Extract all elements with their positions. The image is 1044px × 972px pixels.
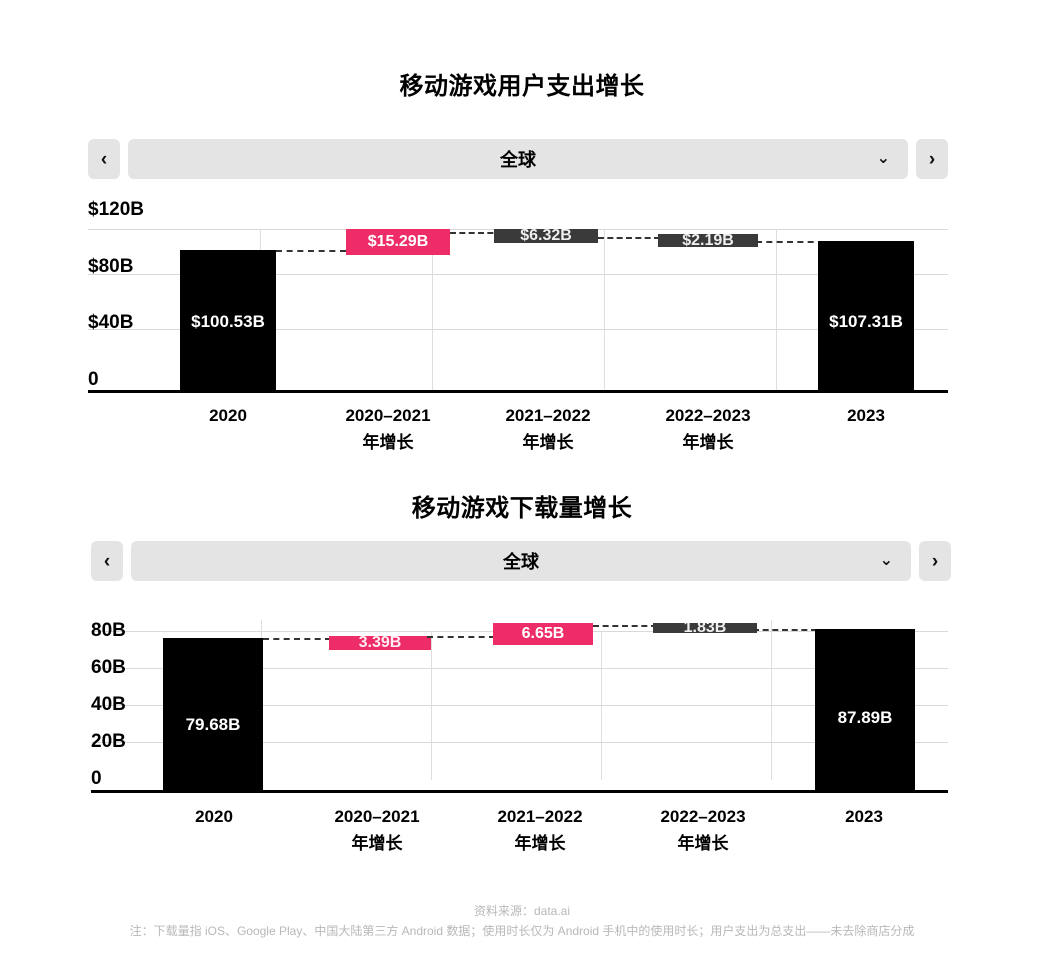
xtick-2020-2021-downloads: 2020–2021 年增长 [334, 807, 420, 854]
xtick-2023-spend: 2023 [847, 406, 885, 425]
region-dropdown-spend[interactable]: 全球 ⌄ [128, 139, 908, 179]
delta-2020-2021-label: $15.29B [367, 233, 429, 250]
chevron-right-icon: › [928, 148, 936, 170]
bar-2023-spend [818, 241, 914, 390]
chart-spend-plot: $120B $80B $40B 0 $100.53B $15.29B $6.32… [88, 196, 948, 400]
delta-2020-2021-label-dl: 3.39B [358, 636, 402, 650]
region-dropdown-value-downloads: 全球 [503, 552, 539, 572]
connector-3-dl [593, 625, 657, 627]
vgrid-4 [776, 229, 777, 392]
vgrid-3-dl [601, 631, 602, 780]
gridline-80 [88, 274, 948, 275]
chart-spend: $120B $80B $40B 0 $100.53B $15.29B $6.32… [88, 196, 948, 400]
bar-2020-downloads [163, 638, 263, 790]
chevron-right-icon: › [931, 550, 939, 572]
region-selector-downloads: ‹ 全球 ⌄ › [91, 541, 951, 581]
vgrid-2 [432, 229, 433, 392]
bar-value-2020-downloads: 79.68B [185, 715, 241, 734]
connector-2-dl [427, 636, 495, 638]
delta-2022-2023-label: $2.19B [682, 234, 734, 247]
connector-3-spend [598, 237, 660, 239]
delta-2020-2021-downloads: 3.39B [329, 636, 431, 650]
xtick-2021-2022-downloads: 2021–2022 年增长 [497, 807, 583, 854]
next-region-button-spend[interactable]: › [916, 139, 948, 179]
ytick-label-80-dl: 80B [91, 620, 126, 641]
connector-1-spend [276, 250, 346, 252]
connector-4-spend [756, 241, 824, 243]
xtick-2020-spend: 2020 [209, 406, 247, 425]
page-title-downloads: 移动游戏下载量增长 [411, 495, 633, 522]
delta-2021-2022-spend: $6.32B [494, 229, 598, 243]
chart-downloads-plot: 80B 60B 40B 20B 0 79.68B 3.39B 6.65B [91, 612, 948, 798]
xtick-2020-2021-spend: 2020–2021 年增长 [345, 406, 431, 453]
ytick-label-40-dl: 40B [91, 694, 126, 715]
region-dropdown-downloads[interactable]: 全球 ⌄ [131, 541, 911, 581]
x-axis-line-downloads [91, 790, 948, 793]
vgrid-4-dl [771, 620, 772, 780]
footer-source: 资料来源：data.ai [473, 904, 571, 918]
next-region-button-downloads[interactable]: › [919, 541, 951, 581]
delta-2021-2022-downloads: 6.65B [493, 623, 593, 645]
ytick-label-60-dl: 60B [91, 657, 126, 678]
xtick-2020-downloads: 2020 [195, 807, 233, 826]
bar-value-2023-spend: $107.31B [829, 312, 903, 331]
gridline-20-dl [91, 742, 948, 743]
delta-2022-2023-label-dl: 1.83B [683, 623, 727, 633]
ytick-label-20-dl: 20B [91, 731, 126, 752]
delta-2022-2023-spend: $2.19B [658, 234, 758, 247]
gridline-40-dl [91, 705, 948, 706]
connector-1-dl [263, 638, 331, 640]
chart-downloads: 80B 60B 40B 20B 0 79.68B 3.39B 6.65B [91, 612, 948, 798]
vgrid-2-dl [431, 631, 432, 780]
delta-2020-2021-spend: $15.29B [346, 229, 450, 255]
xtick-2022-2023-spend: 2022–2023 年增长 [665, 406, 751, 453]
ytick-label-80: $80B [88, 256, 134, 277]
footer: 资料来源：data.ai 注：下载量指 iOS、Google Play、中国大陆… [0, 902, 1044, 939]
ytick-label-40: $40B [88, 312, 134, 333]
xtick-2023-downloads: 2023 [845, 807, 883, 826]
chevron-left-icon: ‹ [100, 148, 108, 170]
delta-2021-2022-label: $6.32B [520, 229, 572, 243]
xtick-2022-2023-downloads: 2022–2023 年增长 [660, 807, 746, 854]
chevron-left-icon: ‹ [103, 550, 111, 572]
region-dropdown-value-spend: 全球 [500, 150, 536, 170]
ytick-label-120: $120B [88, 199, 144, 220]
gridline-40 [88, 329, 948, 330]
prev-region-button-spend[interactable]: ‹ [88, 139, 120, 179]
page-title-spend: 移动游戏用户支出增长 [399, 73, 645, 100]
delta-2022-2023-downloads: 1.83B [653, 623, 757, 633]
vgrid-3 [604, 229, 605, 392]
chevron-down-icon: ⌄ [876, 150, 890, 167]
delta-2021-2022-label-dl: 6.65B [521, 625, 565, 642]
bar-2020-spend [180, 250, 276, 390]
bar-value-2023-downloads: 87.89B [837, 708, 893, 727]
bar-value-2020-spend: $100.53B [191, 312, 265, 331]
connector-4-dl [753, 629, 817, 631]
connector-2-spend [450, 232, 512, 234]
footer-note: 注：下载量指 iOS、Google Play、中国大陆第三方 Android 数… [129, 924, 915, 938]
chevron-down-icon: ⌄ [879, 552, 893, 569]
xtick-2021-2022-spend: 2021–2022 年增长 [505, 406, 591, 453]
gridline-60-dl [91, 668, 948, 669]
x-axis-line-spend [88, 390, 948, 393]
region-selector-spend: ‹ 全球 ⌄ › [88, 139, 948, 179]
bar-2023-downloads [815, 629, 915, 790]
ytick-label-0: 0 [88, 369, 99, 390]
ytick-label-0-dl: 0 [91, 768, 102, 789]
prev-region-button-downloads[interactable]: ‹ [91, 541, 123, 581]
